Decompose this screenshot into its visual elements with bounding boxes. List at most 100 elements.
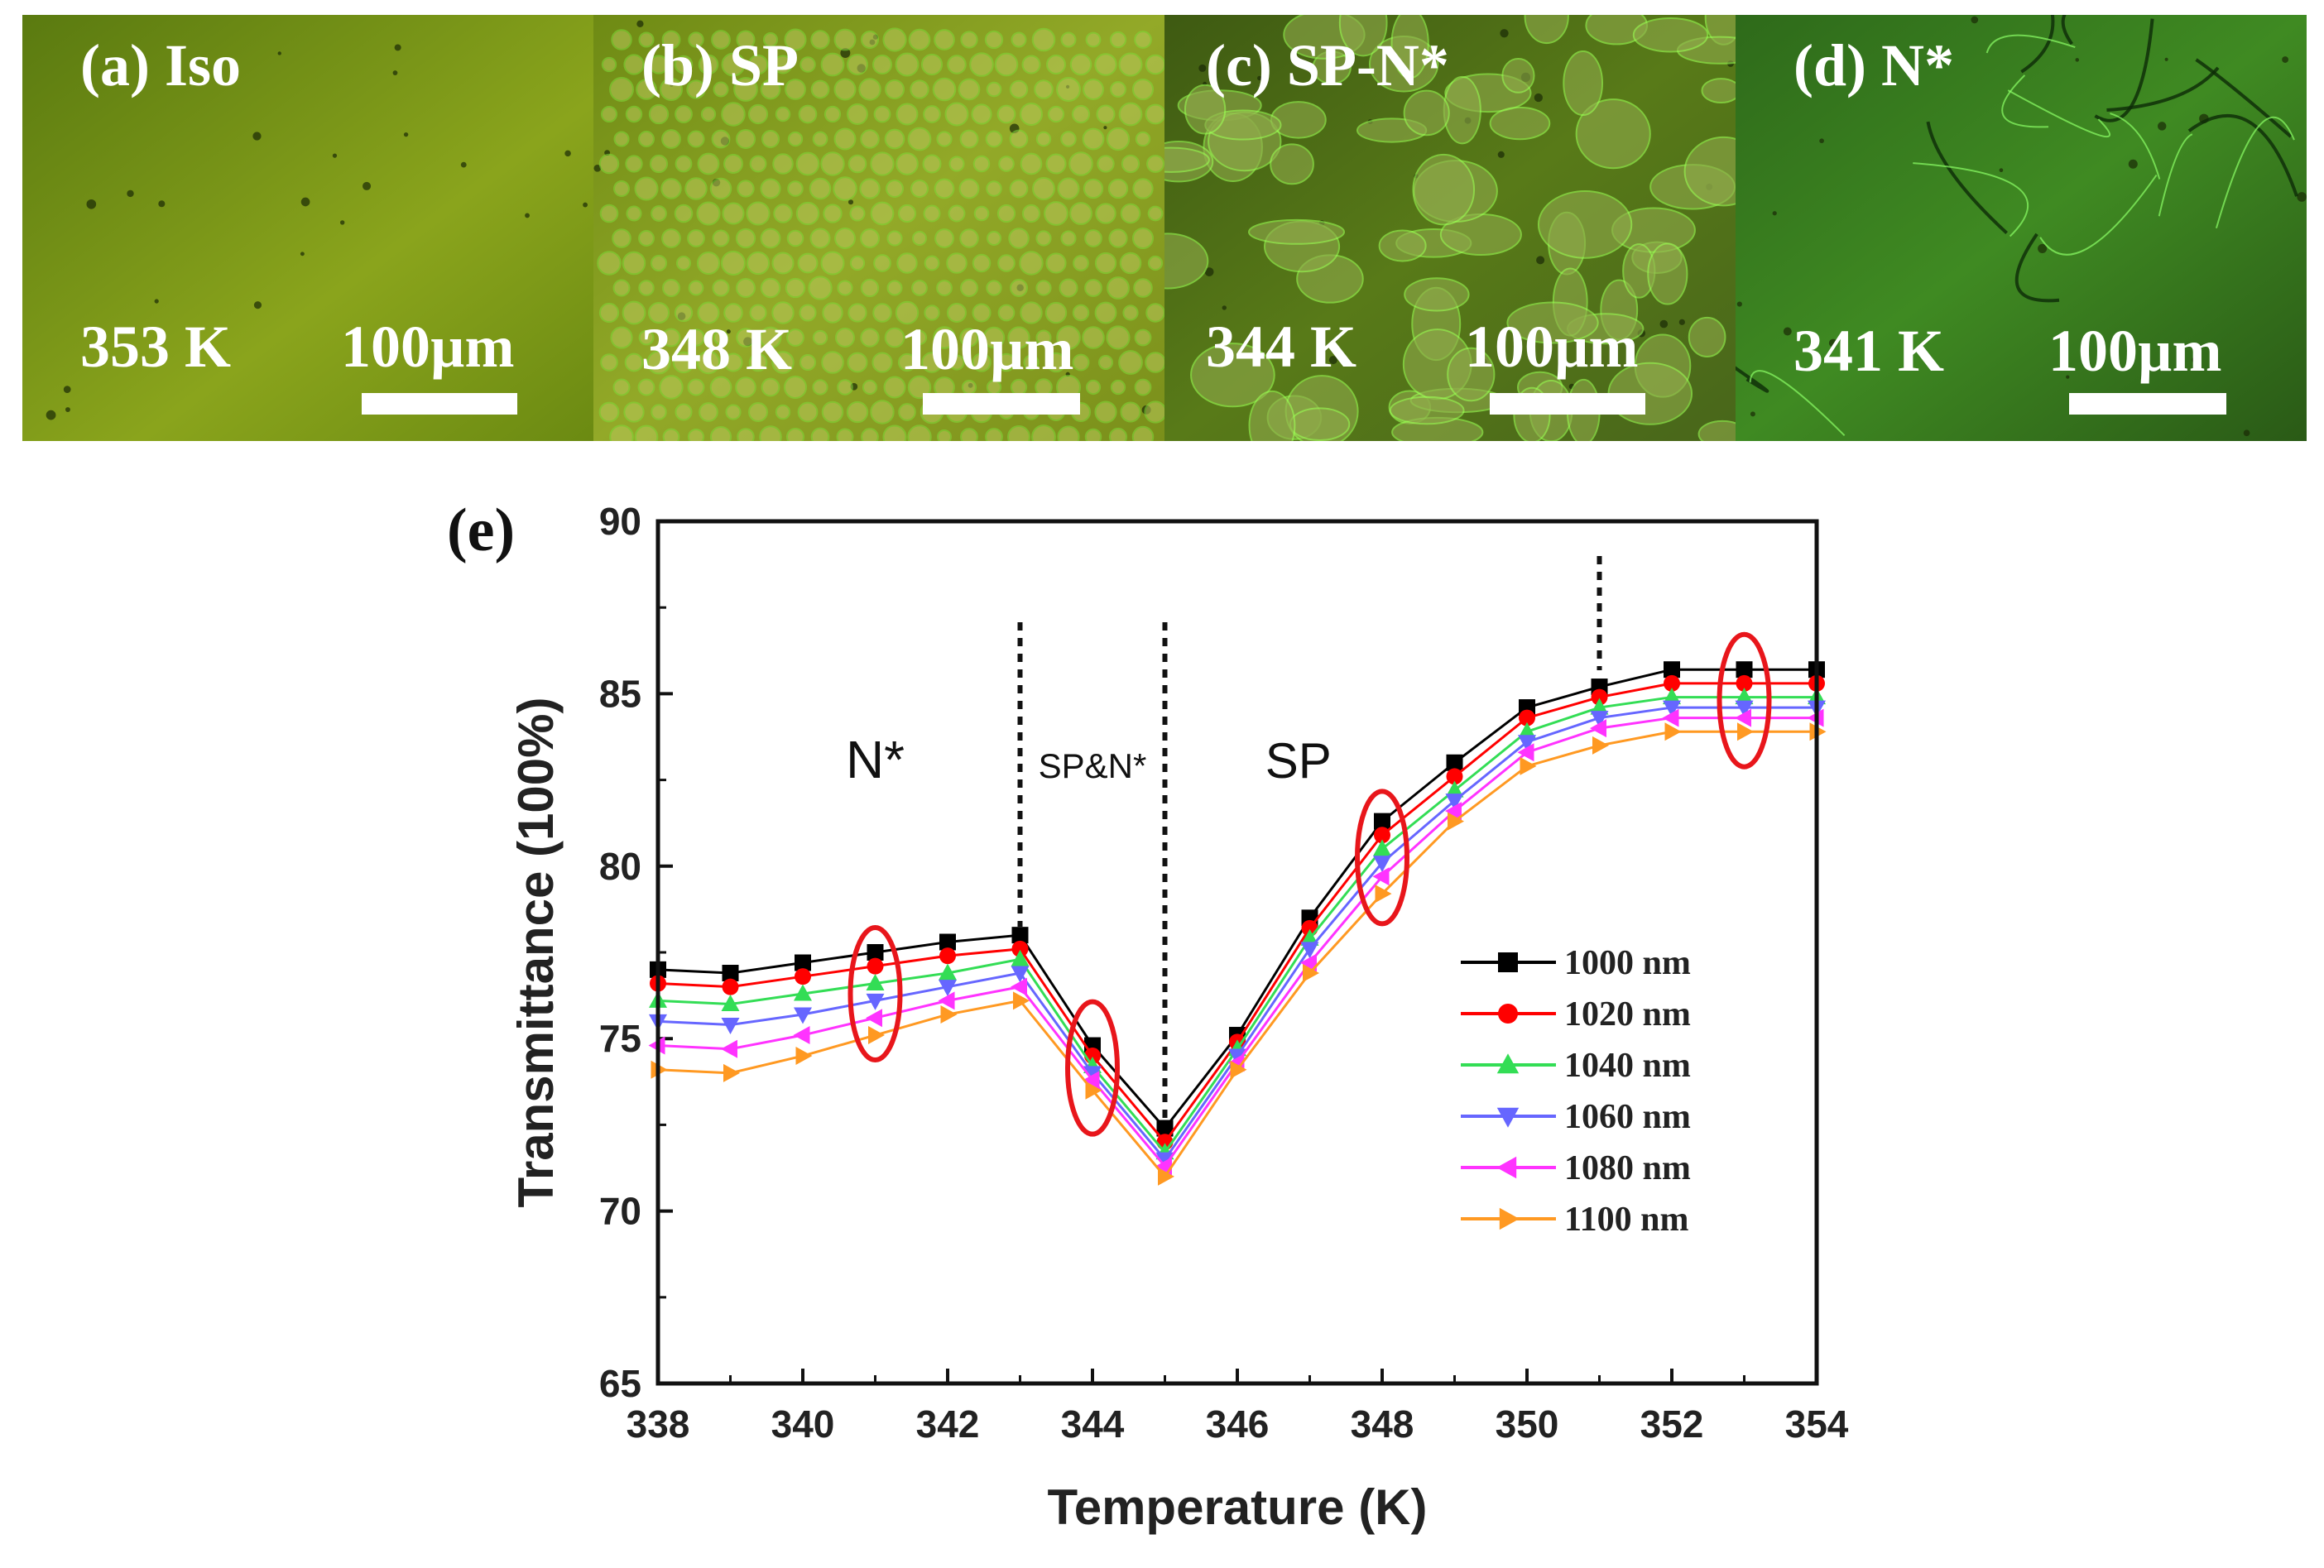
droplet [847, 54, 868, 75]
droplet [920, 53, 944, 76]
droplet [1121, 154, 1140, 174]
debris-speck [525, 213, 530, 218]
debris-speck [2128, 159, 2138, 169]
droplet [1085, 31, 1102, 48]
data-point [1446, 768, 1463, 785]
debris-speck [2192, 356, 2199, 364]
droplet [948, 156, 965, 172]
droplet [660, 178, 682, 199]
debris-speck [1257, 75, 1262, 81]
transmittance-chart: (e) 338 340 342 344 346 348 350 352 354 65 70 75 80 8… [447, 496, 1849, 1535]
droplet [860, 228, 880, 248]
y-tick-label: 80 [599, 845, 641, 888]
domain-blob [1697, 420, 1736, 441]
droplet [737, 428, 755, 441]
droplet [1095, 203, 1116, 224]
micrograph-panel-n: (d) N* 341 K 100µm [1736, 15, 2307, 441]
debris-speck [300, 252, 305, 257]
droplet [661, 228, 681, 248]
droplet [823, 204, 843, 223]
scale-bar [2069, 393, 2226, 415]
debris-speck [277, 51, 281, 55]
droplet [1147, 205, 1164, 222]
droplet [1059, 278, 1078, 298]
data-point [795, 1047, 813, 1066]
droplet [1083, 178, 1104, 199]
droplet [1046, 55, 1066, 74]
debris-speck [847, 199, 854, 205]
droplet [933, 326, 956, 349]
droplet [638, 31, 655, 48]
droplet [1044, 301, 1068, 324]
droplet [1072, 353, 1090, 372]
droplet [873, 254, 891, 272]
droplet [1120, 203, 1141, 224]
droplet [638, 230, 655, 247]
droplet [1094, 252, 1117, 275]
droplet [737, 180, 755, 198]
data-point [1228, 1048, 1246, 1066]
domain-blob [1632, 17, 1709, 53]
droplet [860, 30, 880, 50]
droplet [1031, 424, 1056, 441]
droplet [1031, 27, 1056, 52]
droplet [772, 153, 794, 175]
phase-label: N* [846, 730, 905, 789]
x-tick-label: 342 [916, 1403, 980, 1446]
droplet [783, 375, 808, 400]
debris-speck [339, 220, 345, 225]
droplet [721, 251, 746, 276]
data-point [1590, 698, 1609, 715]
droplet [1021, 204, 1041, 223]
droplet [760, 277, 781, 299]
data-point [721, 995, 740, 1012]
droplet [746, 251, 771, 276]
debris-speck [2157, 122, 2167, 131]
droplet [787, 180, 804, 197]
scale-bar [923, 393, 1080, 415]
domain-blob [1378, 229, 1427, 262]
debris-speck [2282, 56, 2289, 63]
droplet [847, 154, 867, 174]
droplet [812, 131, 828, 147]
droplet [597, 251, 622, 276]
domain-blob [1289, 407, 1351, 441]
droplet [870, 400, 895, 424]
debris-speck [1659, 319, 1669, 328]
highlight-ellipse [1717, 631, 1772, 770]
droplet [672, 351, 695, 374]
droplet [711, 129, 731, 149]
debris-speck [127, 189, 134, 198]
droplet [1085, 379, 1102, 396]
droplet [996, 104, 1016, 124]
droplet [934, 228, 954, 248]
droplet [910, 179, 929, 199]
droplet [861, 428, 879, 441]
debris-speck [1819, 138, 1824, 144]
droplet [1131, 425, 1155, 441]
droplet [761, 130, 780, 148]
droplet [1035, 230, 1052, 247]
droplet [986, 280, 1002, 296]
droplet [947, 55, 967, 74]
droplet [837, 280, 853, 296]
debris-speck [2066, 375, 2070, 379]
droplet [969, 52, 994, 77]
droplet [773, 55, 793, 74]
droplet [833, 28, 857, 51]
droplet [910, 79, 929, 99]
disclination-highlight [1749, 370, 1846, 437]
domain-blob [1404, 277, 1470, 312]
debris-speck [1971, 16, 1979, 24]
droplet [1144, 400, 1164, 424]
debris-speck [1536, 256, 1545, 265]
droplet [713, 81, 729, 98]
droplet [659, 375, 684, 400]
droplet [936, 280, 953, 296]
debris-speck [394, 44, 401, 51]
droplet [1135, 131, 1151, 147]
droplet [872, 55, 892, 74]
droplet [1057, 425, 1080, 441]
data-point [1375, 885, 1392, 904]
droplet [784, 28, 807, 51]
